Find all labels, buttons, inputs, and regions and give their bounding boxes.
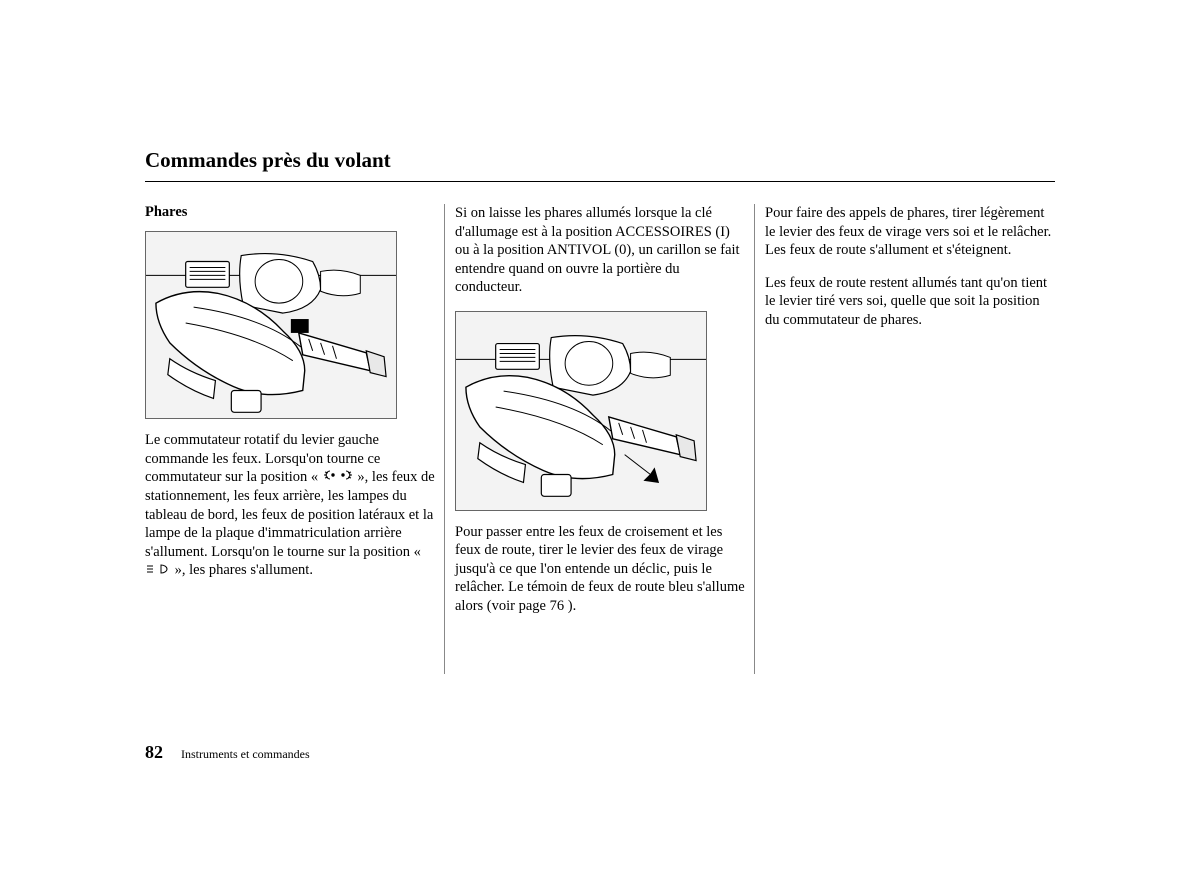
page-footer: 82 Instruments et commandes xyxy=(145,742,310,763)
col2-paragraph-2: Pour passer entre les feux de croisement… xyxy=(455,523,745,616)
page-number: 82 xyxy=(145,742,163,763)
text-fragment: », les phares s'allument. xyxy=(171,562,313,578)
column-3: Pour faire des appels de phares, tirer l… xyxy=(765,204,1055,629)
headlights-icon xyxy=(147,562,169,581)
col3-paragraph-1: Pour faire des appels de phares, tirer l… xyxy=(765,204,1055,260)
high-beam-lever-illustration xyxy=(456,311,706,511)
parking-lights-icon xyxy=(324,468,352,487)
column-2: Si on laisse les phares allumés lorsque … xyxy=(455,204,765,629)
page-title: Commandes près du volant xyxy=(145,148,1055,182)
headlight-lever-illustration xyxy=(146,231,396,419)
subheading-phares: Phares xyxy=(145,204,435,221)
figure-headlight-switch xyxy=(145,231,397,419)
col1-paragraph-1: Le commutateur rotatif du levier gauche … xyxy=(145,431,435,580)
section-label: Instruments et commandes xyxy=(181,747,310,762)
column-1: Phares xyxy=(145,204,455,629)
col2-paragraph-1: Si on laisse les phares allumés lorsque … xyxy=(455,204,745,297)
figure-high-beam-lever xyxy=(455,311,707,511)
col3-paragraph-2: Les feux de route restent allumés tant q… xyxy=(765,274,1055,330)
content-columns: Phares xyxy=(145,204,1055,629)
